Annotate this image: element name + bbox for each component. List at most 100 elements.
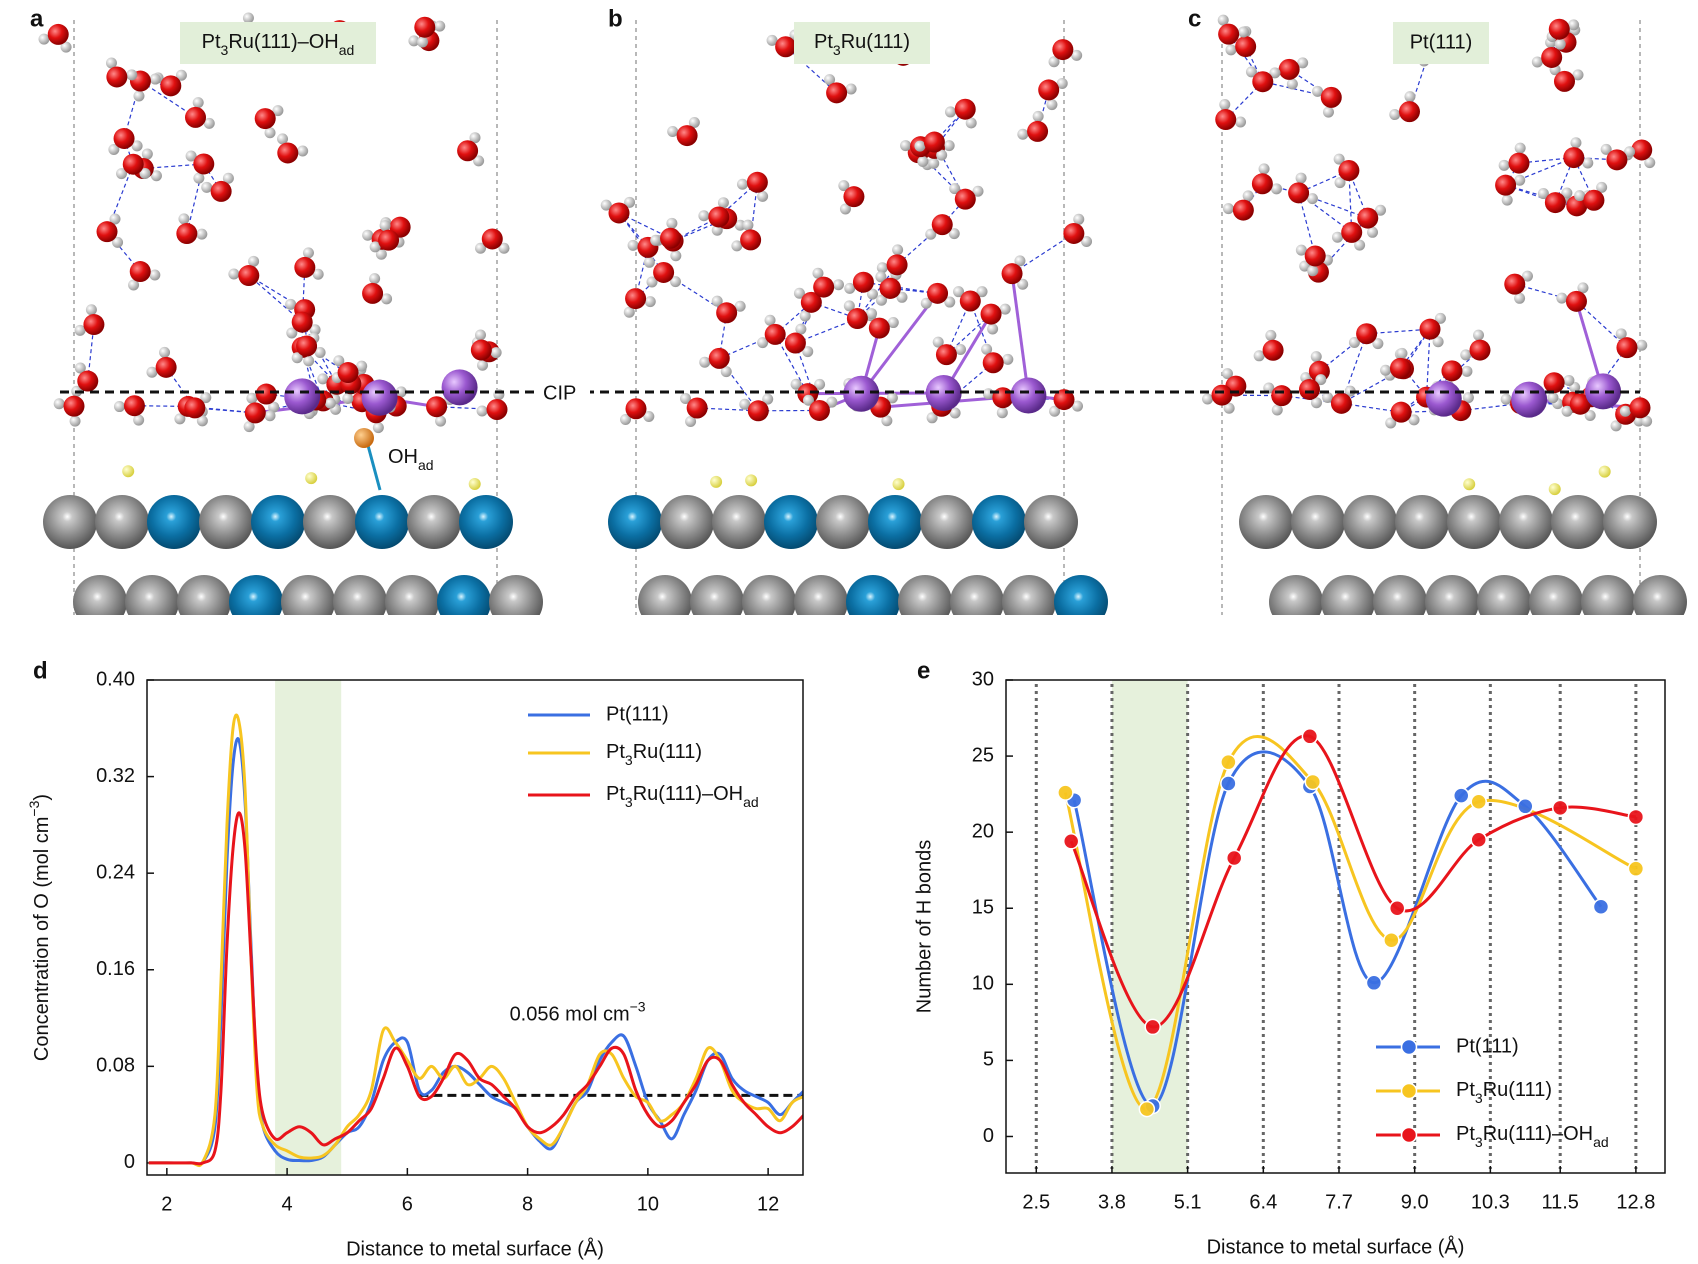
hydrogen-atom: [146, 366, 158, 378]
x-tick-label: 5.1: [1174, 1191, 1202, 1213]
oxygen-atom: [808, 399, 830, 421]
oxygen-atom: [1583, 189, 1605, 211]
oxygen-atom: [1252, 71, 1274, 93]
axes-frame: [146, 679, 804, 1176]
hydrogen-atom: [1554, 38, 1566, 50]
oxygen-atom: [294, 256, 316, 278]
oxygen-atom: [800, 291, 822, 313]
oxygen-atom: [1027, 120, 1049, 142]
metal-atom: [794, 575, 848, 615]
hydrogen-atom: [996, 407, 1008, 419]
oxygen-atom: [708, 347, 730, 369]
oxygen-atom: [686, 397, 708, 419]
hydrogen-atom: [688, 116, 700, 128]
panel-letter: b: [608, 5, 623, 32]
hydrogen-atom: [624, 196, 636, 208]
oxygen-atom: [1235, 36, 1257, 58]
hydrogen-atom: [1258, 163, 1270, 175]
oxygen-atom: [296, 335, 318, 357]
legend-marker: [1400, 1126, 1418, 1144]
hydrogen-atom: [1306, 193, 1318, 205]
x-tick-label: 10.3: [1471, 1191, 1510, 1213]
oxygen-atom: [1390, 401, 1412, 423]
metal-atom: [1551, 495, 1605, 549]
hydrogen-atom: [105, 57, 117, 69]
hydrogen-atom: [926, 412, 938, 424]
data-point: [1304, 773, 1322, 791]
coordination: [860, 292, 939, 395]
hydrogen-atom: [1610, 420, 1622, 432]
hydrogen-atom: [133, 90, 145, 102]
oxygen-atom: [1063, 222, 1085, 244]
hydrogen-atom: [734, 300, 746, 312]
hydrogen-ad: [892, 478, 905, 491]
oxygen-atom: [1038, 79, 1060, 101]
oxygen-atom: [927, 282, 949, 304]
metal-atom: [355, 495, 409, 549]
y-tick-label: 5: [983, 1049, 994, 1071]
cip-label-bg: [538, 380, 590, 408]
hydrogen-atom: [1644, 157, 1656, 169]
hydrogen-atom: [228, 268, 240, 280]
metal-atom: [385, 575, 439, 615]
cation: [925, 375, 962, 412]
hydrogen-atom: [1389, 109, 1401, 121]
hydrogen-atom: [149, 73, 161, 85]
hydrogen-atom: [766, 34, 778, 46]
oxygen-atom: [1541, 46, 1563, 68]
hydrogen-atom: [1396, 347, 1408, 359]
x-axis-label: Distance to metal surface (Å): [346, 1237, 604, 1260]
oxygen-atom: [1389, 357, 1411, 379]
hydrogen-atom: [74, 362, 86, 374]
hydrogen-atom: [999, 303, 1011, 315]
hydrogen-atom: [1014, 255, 1026, 267]
hydrogen-atom: [303, 355, 315, 367]
x-tick-label: 2: [161, 1193, 172, 1215]
hydrogen-atom: [1297, 57, 1309, 69]
hydrogen-atom: [699, 356, 711, 368]
metal-atom: [1291, 495, 1345, 549]
hydrogen-atom: [1367, 226, 1379, 238]
oxygen-atom: [1356, 323, 1378, 345]
hydrogen-atom: [1081, 235, 1093, 247]
data-point: [1388, 899, 1406, 917]
data-point: [1301, 728, 1319, 745]
legend-label: Pt3Ru(111)–OHad: [1456, 1123, 1609, 1149]
hydrogen-atom: [896, 291, 908, 303]
oxygen-atom: [238, 265, 260, 287]
cation: [843, 375, 880, 412]
hydrogen-atom: [736, 178, 748, 190]
hydrogen-atom: [1561, 187, 1573, 199]
metal-atom: [1447, 495, 1501, 549]
metal-atom: [1499, 495, 1553, 549]
oxygen-atom: [747, 400, 769, 422]
hydrogen-atom: [667, 125, 679, 137]
metal-atom: [125, 575, 179, 615]
hydrogen-atom: [473, 155, 485, 167]
hydrogen-atom: [799, 310, 811, 322]
hydrogen-atom: [643, 410, 655, 422]
plot-area: [148, 713, 803, 1168]
metal-atom: [1373, 575, 1427, 615]
hydrogen-atom: [739, 398, 751, 410]
oxygen-atom: [1001, 263, 1023, 285]
hydrogen-atom: [369, 241, 381, 253]
oxygen-atom: [426, 396, 448, 418]
hydrogen-atom: [900, 140, 912, 152]
hydrogen-atom: [248, 255, 260, 267]
hydrogen-atom: [1380, 364, 1392, 376]
hydrogen-atom: [381, 293, 393, 305]
metal-atom: [1529, 575, 1583, 615]
y-tick-label: 30: [972, 668, 994, 690]
oxygen-atom: [1288, 182, 1310, 204]
oxygen-atom: [954, 98, 976, 120]
hydrogen-bond: [1318, 217, 1369, 273]
oxygen-atom: [676, 125, 698, 147]
oxygen-atom: [708, 206, 730, 228]
metal-atom: [229, 575, 283, 615]
hydrogen-atom: [944, 296, 956, 308]
label-box: [180, 22, 376, 64]
data-point: [1138, 1100, 1156, 1118]
oxygen-atom: [1398, 101, 1420, 123]
hydrogen-atom: [1372, 338, 1384, 350]
